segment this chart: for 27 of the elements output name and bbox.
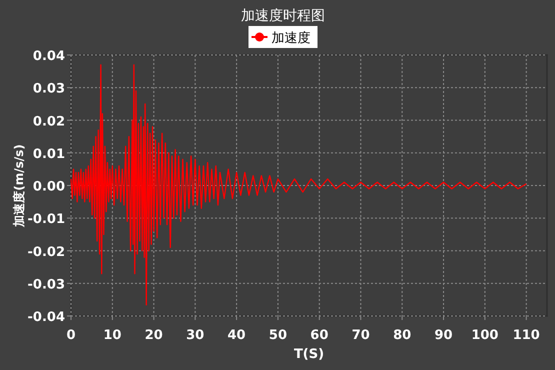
y-tick-label: -0.03 bbox=[28, 277, 65, 292]
y-tick-label: 0.00 bbox=[32, 180, 65, 194]
x-tick-label: 70 bbox=[352, 328, 370, 343]
chart-title: 加速度时程图 bbox=[241, 8, 325, 24]
legend-label: 加速度 bbox=[272, 30, 310, 46]
x-tick-label: 30 bbox=[186, 328, 204, 343]
x-tick-label: 110 bbox=[512, 328, 540, 343]
x-tick-label: 50 bbox=[268, 328, 288, 343]
y-tick-label: -0.02 bbox=[28, 244, 65, 260]
x-tick-label: 100 bbox=[471, 328, 498, 343]
x-tick-label: 90 bbox=[434, 328, 453, 343]
y-tick-label: 0.03 bbox=[32, 82, 65, 97]
y-tick-label: 0.04 bbox=[32, 49, 65, 64]
y-tick-label: -0.01 bbox=[28, 212, 65, 228]
y-tick-label: -0.04 bbox=[28, 310, 65, 325]
x-tick-label: 40 bbox=[228, 328, 246, 343]
x-axis-title: T(S) bbox=[294, 347, 324, 362]
y-tick-label: 0.01 bbox=[32, 146, 65, 162]
line-series bbox=[70, 64, 527, 306]
y-tick-label: 0.02 bbox=[32, 114, 65, 130]
x-tick-label: 80 bbox=[393, 328, 412, 343]
y-axis-title: 加速度(m/s/s) bbox=[12, 144, 26, 228]
legend: 加速度 bbox=[248, 26, 318, 48]
x-tick-label: 20 bbox=[144, 328, 163, 343]
x-tick-label: 60 bbox=[310, 328, 328, 343]
x-tick-label: 10 bbox=[103, 328, 122, 343]
x-tick-label: 0 bbox=[66, 328, 76, 343]
